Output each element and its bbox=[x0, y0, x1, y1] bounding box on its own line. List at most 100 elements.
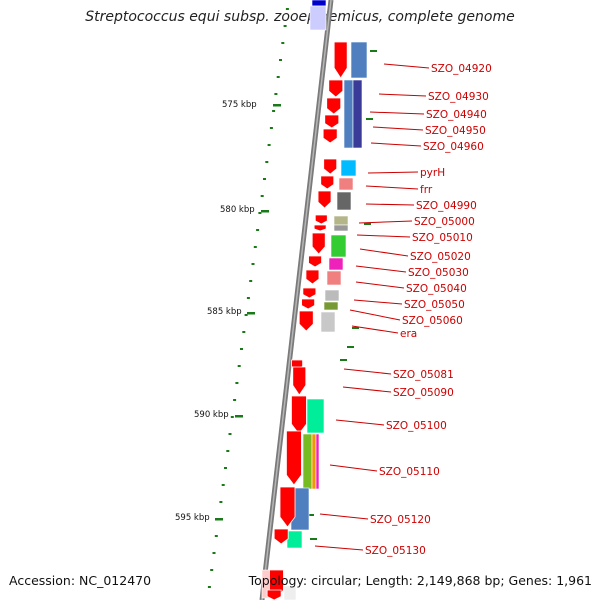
ring-dot bbox=[285, 8, 289, 10]
scale-label: 580 kbp bbox=[220, 205, 255, 215]
gene-label[interactable]: SZO_05040 bbox=[406, 283, 467, 295]
cds-arrow bbox=[292, 366, 307, 396]
cds-arrow bbox=[286, 430, 302, 486]
leader-line bbox=[367, 171, 419, 174]
gene-label[interactable]: SZO_05050 bbox=[404, 299, 465, 311]
gene-label[interactable]: SZO_04990 bbox=[416, 200, 477, 212]
leader-line bbox=[359, 248, 409, 257]
gene-labels: SZO_04920 SZO_04930 SZO_04940 SZO_04950 SZO_… bbox=[365, 63, 492, 557]
major-tick bbox=[215, 518, 223, 521]
ring-dot bbox=[281, 42, 285, 44]
feature-block bbox=[333, 224, 349, 232]
gene-label[interactable]: SZO_05110 bbox=[379, 466, 440, 478]
feature-block bbox=[340, 159, 357, 177]
major-tick bbox=[247, 312, 255, 315]
ring-dot bbox=[221, 484, 225, 486]
leader-line bbox=[358, 220, 413, 224]
feature-block bbox=[343, 79, 354, 149]
gene-label[interactable]: SZO_05060 bbox=[402, 315, 463, 327]
gene-label[interactable]: SZO_05030 bbox=[408, 267, 469, 279]
feature-block bbox=[326, 270, 342, 286]
ring-dot bbox=[240, 348, 243, 350]
gene-label[interactable]: pyrH bbox=[420, 167, 445, 179]
gene-label[interactable]: SZO_04940 bbox=[426, 109, 487, 121]
gene-label[interactable]: SZO_04920 bbox=[431, 63, 492, 75]
ring-dot bbox=[251, 263, 255, 265]
leader-line bbox=[365, 203, 415, 206]
ring-dot bbox=[272, 110, 276, 112]
cds-arrow bbox=[302, 287, 317, 299]
ring-dot bbox=[269, 127, 273, 129]
gene-label[interactable]: SZO_05020 bbox=[410, 251, 471, 263]
leader-line bbox=[335, 419, 385, 426]
ring-dot bbox=[242, 331, 246, 333]
major-tick bbox=[261, 210, 269, 213]
feature-block bbox=[315, 433, 320, 490]
cds-arrow bbox=[308, 255, 322, 268]
major-tick bbox=[273, 104, 281, 107]
ring-dot bbox=[253, 246, 257, 248]
gene-label[interactable]: SZO_05000 bbox=[414, 216, 475, 228]
leader-line bbox=[372, 126, 424, 131]
cds-arrow bbox=[314, 214, 328, 225]
gene-label[interactable]: SZO_05010 bbox=[412, 232, 473, 244]
leader-line bbox=[329, 464, 378, 472]
ring-dot bbox=[233, 399, 237, 401]
major-tick bbox=[235, 415, 243, 418]
leader-line bbox=[355, 281, 405, 289]
leader-lines bbox=[314, 63, 430, 551]
leader-line bbox=[343, 368, 392, 375]
leader-line bbox=[319, 513, 369, 520]
gene-label[interactable]: SZO_05090 bbox=[393, 387, 454, 399]
ring-dot bbox=[256, 229, 260, 231]
ring-dot bbox=[237, 365, 241, 367]
ring-dot bbox=[226, 450, 230, 452]
feature-block bbox=[330, 234, 347, 258]
feature-block bbox=[306, 398, 325, 434]
ring-dot bbox=[228, 433, 232, 435]
cds-arrow bbox=[313, 224, 327, 232]
feature-block bbox=[283, 585, 297, 600]
ring-dot bbox=[235, 382, 239, 384]
ring-dot bbox=[249, 280, 253, 282]
gene-label[interactable]: frr bbox=[420, 184, 433, 196]
gene-label[interactable]: SZO_05120 bbox=[370, 514, 431, 526]
cds-arrow bbox=[266, 589, 282, 600]
cds-arrow bbox=[324, 114, 340, 129]
feature-block bbox=[286, 530, 303, 549]
accession-text: Accession: NC_012470 bbox=[9, 573, 152, 588]
scale-label: 585 kbp bbox=[207, 307, 242, 317]
ring-dot bbox=[210, 569, 214, 571]
leader-line bbox=[369, 111, 425, 115]
cds-arrow bbox=[305, 269, 320, 285]
feature-blocks bbox=[261, 0, 368, 600]
gene-label[interactable]: SZO_05100 bbox=[386, 420, 447, 432]
inner-tick bbox=[347, 346, 354, 348]
scale-label: 590 kbp bbox=[194, 410, 229, 420]
backbone bbox=[259, 0, 334, 600]
cds-arrow bbox=[301, 298, 316, 310]
ring-dot bbox=[258, 212, 262, 214]
gene-label[interactable]: era bbox=[400, 328, 417, 340]
ring-dot bbox=[219, 501, 223, 503]
feature-block bbox=[352, 79, 363, 149]
feature-block bbox=[333, 215, 349, 226]
cds-arrow bbox=[273, 528, 289, 545]
gene-label[interactable]: SZO_05130 bbox=[365, 545, 426, 557]
ring-dot bbox=[260, 195, 264, 197]
inner-tick bbox=[366, 118, 373, 120]
cds-arrow bbox=[326, 97, 342, 115]
scale-labels: 575 kbp 580 kbp 585 kbp 590 kbp 595 kbp bbox=[175, 100, 257, 523]
ring-dot bbox=[212, 552, 216, 554]
cds-arrow bbox=[291, 395, 307, 435]
gene-label[interactable]: SZO_04930 bbox=[428, 91, 489, 103]
feature-block bbox=[324, 289, 340, 302]
gene-label[interactable]: SZO_04960 bbox=[423, 141, 484, 153]
gene-label[interactable]: SZO_04950 bbox=[425, 125, 486, 137]
ring-dot bbox=[276, 76, 280, 78]
gene-label[interactable]: SZO_05081 bbox=[393, 369, 454, 381]
ring-dot bbox=[263, 178, 266, 180]
cds-arrow bbox=[320, 175, 335, 190]
feature-block bbox=[328, 257, 344, 271]
